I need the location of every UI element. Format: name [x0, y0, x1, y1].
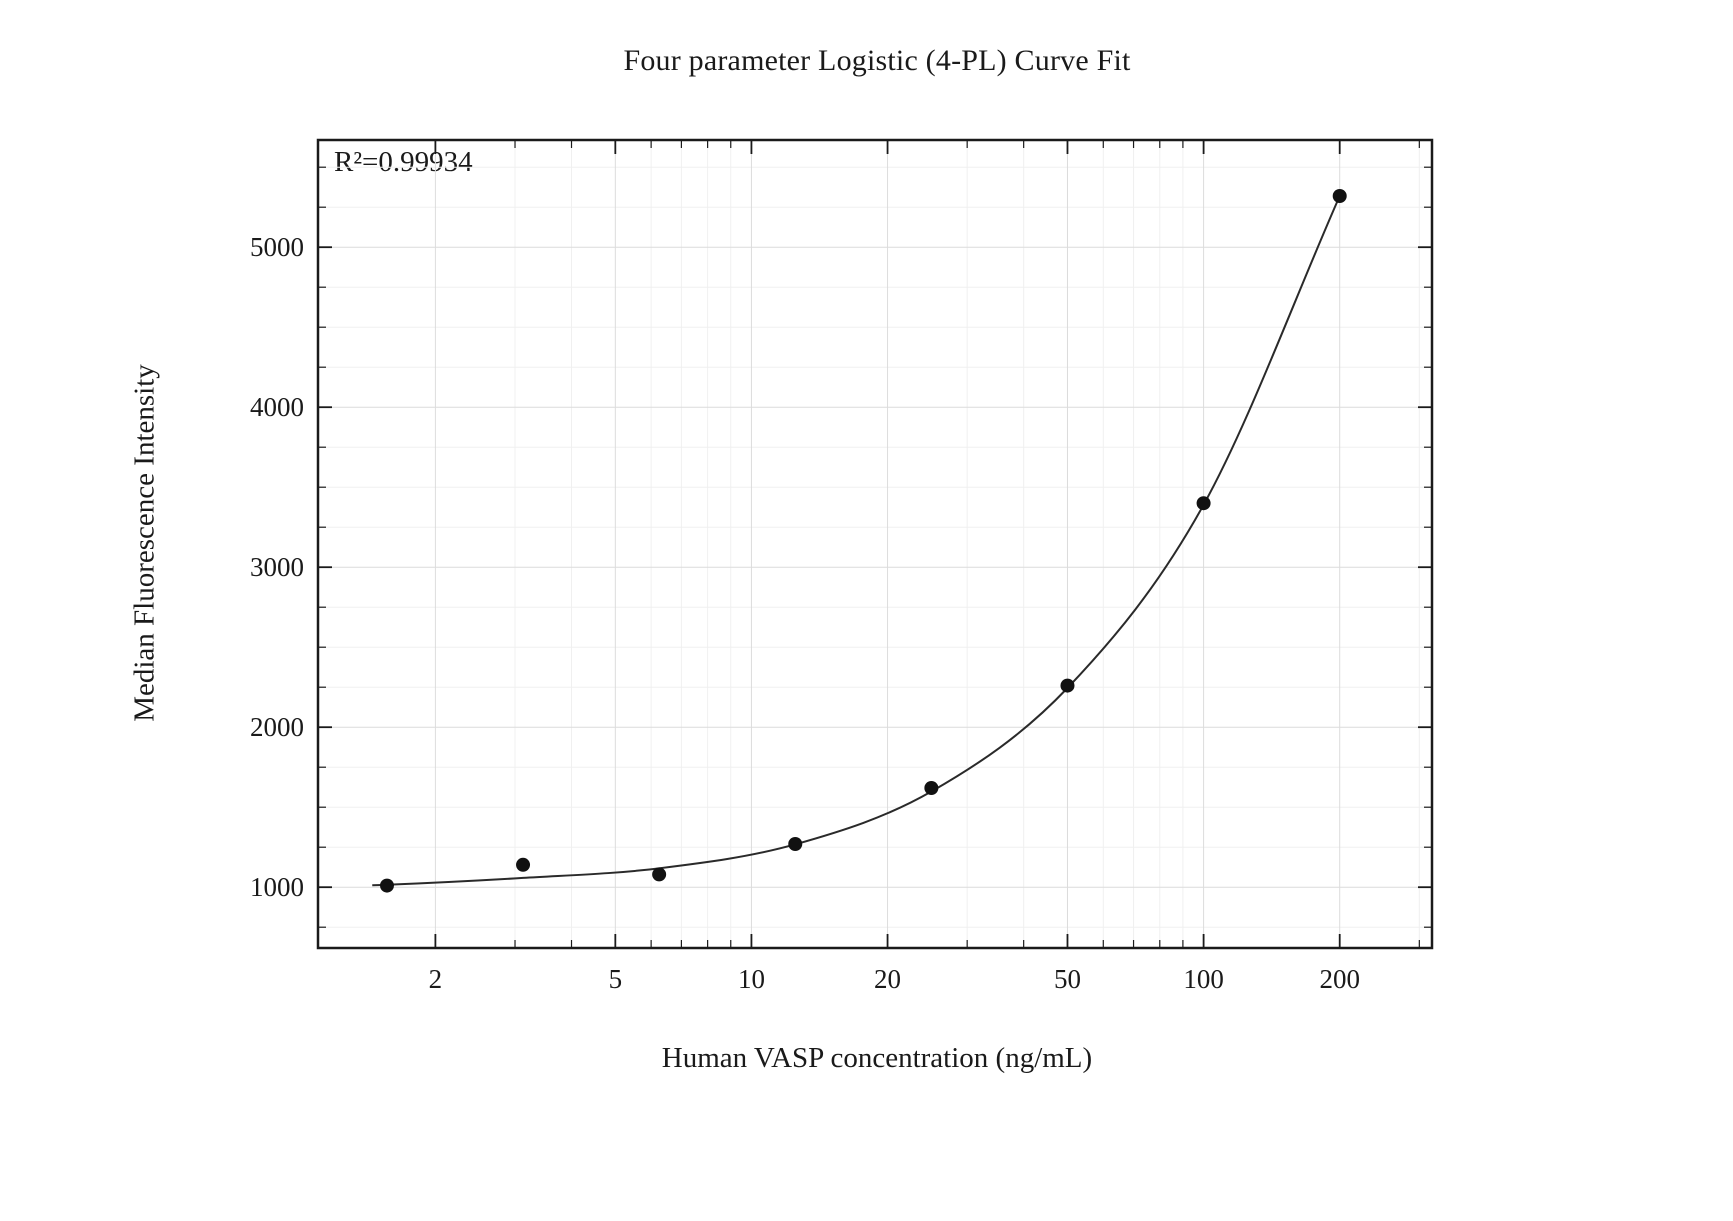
- data-point: [1060, 678, 1075, 693]
- chart-title: Four parameter Logistic (4-PL) Curve Fit: [623, 44, 1131, 77]
- y-tick-label: 2000: [250, 712, 304, 742]
- data-point: [652, 867, 667, 882]
- x-tick-label: 20: [874, 964, 901, 994]
- data-point: [1332, 189, 1347, 203]
- y-tick-label: 1000: [250, 872, 304, 902]
- data-point: [379, 878, 394, 893]
- data-point: [1196, 496, 1211, 511]
- data-point: [924, 781, 939, 795]
- plot-frame: [316, 138, 1434, 950]
- plot-area: 2 5 10 20 50 100 200 1000 2000 3000 4000 5000: [250, 138, 1434, 994]
- y-axis-label: Median Fluorescence Intensity: [128, 364, 161, 722]
- x-tick-label: 100: [1183, 964, 1224, 994]
- y-tick-label: 3000: [250, 552, 304, 582]
- fit-curve: [372, 195, 1341, 887]
- x-axis-label: Human VASP concentration (ng/mL): [661, 1042, 1093, 1074]
- data-point: [788, 837, 803, 851]
- x-tick-label: 10: [738, 964, 765, 994]
- x-tick-label: 2: [429, 964, 443, 994]
- y-tick-label: 4000: [250, 392, 304, 422]
- x-tick-label: 200: [1319, 964, 1360, 994]
- r-squared-annotation: R²=0.99934: [334, 146, 473, 178]
- y-tick-label: 5000: [250, 232, 304, 262]
- x-tick-label: 50: [1054, 964, 1081, 994]
- x-tick-label: 5: [609, 964, 623, 994]
- data-point: [516, 857, 531, 872]
